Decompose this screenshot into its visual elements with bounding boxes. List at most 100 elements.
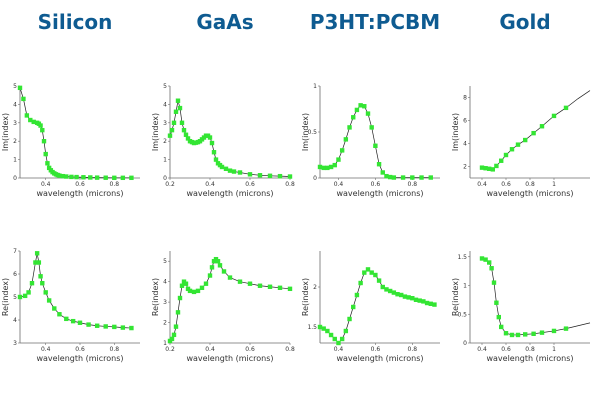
x-axis-label: wavelength (microns): [336, 354, 423, 363]
y-tick-label: 4: [463, 141, 467, 148]
data-point: [336, 340, 341, 346]
y-axis-label: Im(index): [1, 113, 10, 151]
chart-gaas-im: 0.2 0.4 0.6 0.8 0 1 2 3 4 5 wavelength (microns) Im…: [151, 83, 295, 198]
data-point: [339, 336, 345, 342]
data-point: [384, 287, 389, 292]
data-point: [362, 270, 367, 275]
data-point: [88, 175, 93, 180]
data-point: [64, 174, 69, 179]
data-point: [191, 289, 197, 295]
x-axis-label: wavelength (microns): [186, 189, 273, 198]
data-point: [43, 151, 48, 157]
data-point: [227, 275, 233, 280]
y-tick-label: 3: [163, 120, 167, 127]
title-gaas: GaAs: [196, 10, 254, 34]
data-point: [38, 274, 43, 279]
data-point: [391, 175, 397, 180]
y-tick-label: 2: [163, 320, 167, 327]
data-point: [43, 290, 48, 295]
x-axis-label: wavelength (microns): [186, 354, 273, 363]
data-point: [183, 132, 189, 137]
data-point: [490, 167, 495, 172]
data-point: [321, 165, 326, 171]
x-axis-label: wavelength (microns): [36, 189, 123, 198]
data-point: [94, 323, 100, 328]
data-point: [523, 137, 528, 143]
data-point: [169, 336, 175, 342]
x-tick-label: 0.4: [477, 346, 487, 353]
data-point: [417, 298, 422, 303]
data-point: [277, 285, 283, 290]
data-point: [539, 124, 545, 129]
x-tick-label: 0.6: [371, 181, 381, 188]
data-point: [45, 161, 50, 166]
y-tick-label: 4: [13, 101, 17, 108]
y-axis-label: Im(index): [451, 113, 460, 151]
series-line: [481, 258, 591, 336]
data-point: [351, 115, 356, 120]
data-point: [343, 137, 349, 142]
y-tick-label: 4: [163, 279, 167, 286]
data-point: [351, 304, 356, 310]
data-point: [195, 288, 201, 294]
data-point: [483, 257, 488, 262]
data-point: [177, 105, 183, 111]
data-point: [479, 256, 485, 261]
data-point: [94, 175, 100, 180]
data-point: [171, 120, 177, 125]
y-axis-label: Im(index): [151, 113, 160, 151]
data-point: [395, 292, 400, 297]
y-tick-label: 1: [163, 157, 167, 164]
chart-gold-re: 0.4 0.6 0.8 1 0 0.5 1 1.5 wavelength (microns) Re…: [451, 251, 591, 363]
data-point: [69, 174, 74, 180]
chart-gold-im: 0.4 0.6 0.8 1 2 4 6 8 wavelength (microns) Im(ind…: [451, 86, 591, 198]
series-line: [169, 258, 291, 342]
data-point: [17, 294, 23, 300]
data-point: [183, 281, 189, 286]
chart-silicon-re: 0.4 0.6 0.8 3 4 5 6 7 wavelength (microns) Re(ind…: [1, 248, 140, 363]
data-point: [317, 164, 323, 170]
data-point: [531, 130, 536, 136]
y-axis-label: Im(index): [301, 113, 310, 151]
data-point: [167, 133, 173, 138]
y-tick-label: 2: [13, 138, 17, 145]
data-point: [487, 166, 492, 171]
data-point: [211, 150, 217, 155]
data-point: [120, 175, 126, 181]
data-point: [177, 295, 183, 301]
data-point: [509, 332, 515, 338]
y-tick-label: 6: [13, 271, 17, 278]
data-point: [384, 173, 389, 179]
y-tick-label: 0: [463, 340, 467, 347]
data-point: [77, 320, 83, 325]
y-axis-label: Re(index): [1, 278, 10, 316]
data-point: [52, 306, 57, 311]
data-point: [169, 127, 175, 133]
data-point: [40, 281, 45, 286]
y-tick-label: 0: [163, 175, 167, 182]
x-tick-label: 0.6: [75, 181, 85, 188]
data-point: [321, 326, 326, 331]
data-point: [489, 266, 494, 271]
data-point: [387, 288, 393, 294]
y-tick-label: 1.5: [457, 254, 467, 261]
data-point: [373, 272, 378, 278]
x-tick-label: 0.8: [408, 181, 418, 188]
x-tick-label: 0.2: [165, 181, 175, 188]
y-tick-label: 3: [13, 340, 17, 347]
x-tick-label: 0.4: [334, 346, 344, 353]
data-point: [129, 325, 134, 331]
data-point: [287, 174, 293, 179]
x-tick-label: 0.4: [205, 181, 215, 188]
data-point: [74, 174, 79, 180]
data-point: [185, 136, 191, 141]
data-point: [209, 265, 215, 270]
data-point: [563, 326, 569, 331]
data-point: [354, 292, 360, 298]
data-point: [325, 165, 330, 171]
data-point: [207, 135, 213, 140]
data-point: [347, 125, 352, 130]
data-point: [17, 85, 23, 91]
data-point: [523, 332, 528, 337]
data-point: [387, 174, 393, 180]
